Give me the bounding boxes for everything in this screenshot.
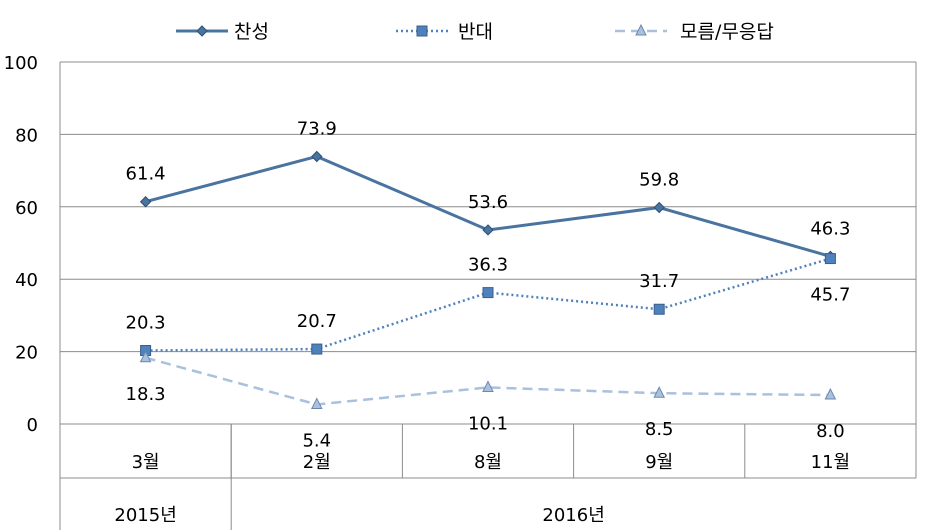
year-group-label: 2016년 xyxy=(542,505,604,526)
data-label: 46.3 xyxy=(810,218,850,239)
legend-label: 모름/무응답 xyxy=(680,21,774,43)
data-label: 20.3 xyxy=(126,313,166,334)
data-point xyxy=(653,386,666,398)
data-point xyxy=(482,380,494,392)
data-point xyxy=(482,224,494,236)
data-label: 31.7 xyxy=(639,271,679,292)
x-tick-label: 11월 xyxy=(811,452,850,473)
data-point xyxy=(824,387,837,400)
data-point xyxy=(482,287,494,299)
y-tick-label: 0 xyxy=(27,415,38,436)
data-label: 8.0 xyxy=(816,421,845,442)
data-labels: 61.4 73.9 53.6 59.8 46.3 20.3 20.7 36.3 31.7 45.7… xyxy=(126,118,851,451)
legend-label: 찬성 xyxy=(234,21,269,43)
data-point xyxy=(139,350,152,363)
y-tick-label: 40 xyxy=(15,270,38,291)
axes: 0 20 40 60 80 100 3월 2월 8월 9월 11월 2015년 2016년 xyxy=(4,53,917,530)
data-label: 20.7 xyxy=(297,311,337,332)
legend-label: 반대 xyxy=(458,21,493,43)
y-tick-label: 60 xyxy=(15,198,38,219)
data-label: 61.4 xyxy=(126,164,166,185)
y-tick-label: 80 xyxy=(15,125,38,146)
x-tick-label: 9월 xyxy=(645,452,673,473)
data-label: 18.3 xyxy=(126,384,166,405)
legend-marker xyxy=(635,23,647,36)
data-point xyxy=(311,343,323,355)
data-point xyxy=(824,253,836,265)
data-label: 53.6 xyxy=(468,192,508,213)
x-tick-label: 2월 xyxy=(303,452,331,473)
legend-marker xyxy=(196,25,208,37)
data-label: 8.5 xyxy=(645,419,674,440)
data-label: 10.1 xyxy=(468,413,508,434)
data-point xyxy=(653,201,665,214)
x-tick-label: 8월 xyxy=(474,452,502,473)
data-point xyxy=(139,196,152,208)
x-tick-label: 3월 xyxy=(132,452,160,473)
data-label: 5.4 xyxy=(302,430,331,451)
data-point xyxy=(310,397,323,409)
y-tick-label: 20 xyxy=(15,343,38,364)
data-point xyxy=(653,303,665,315)
data-label: 59.8 xyxy=(639,170,679,191)
gridlines xyxy=(60,61,916,353)
series-line-2 xyxy=(145,356,831,406)
year-group-label: 2015년 xyxy=(114,505,176,526)
data-label: 73.9 xyxy=(297,118,337,139)
y-tick-label: 100 xyxy=(4,53,38,74)
series-lines xyxy=(139,150,837,409)
data-label: 36.3 xyxy=(468,255,508,276)
legend-marker xyxy=(416,25,428,37)
data-label: 45.7 xyxy=(810,285,850,306)
data-point xyxy=(311,150,323,163)
legend: 찬성 반대 모름/무응답 xyxy=(176,21,774,43)
